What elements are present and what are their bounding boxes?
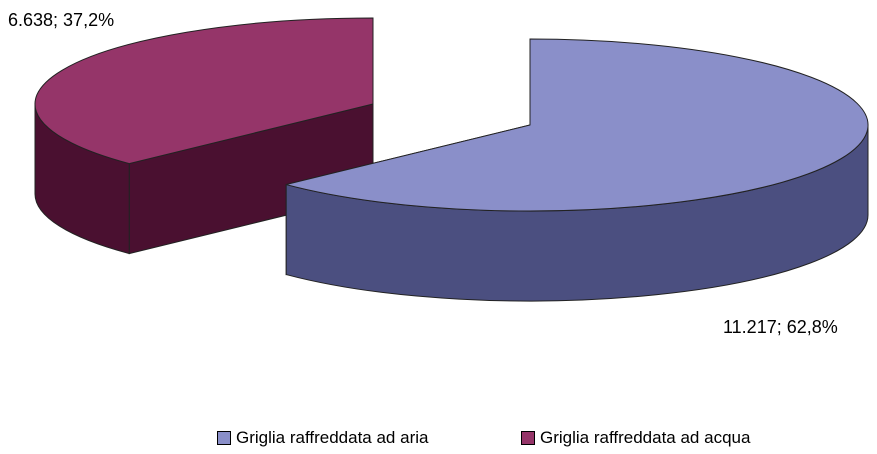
legend-swatch-aria bbox=[217, 431, 231, 445]
legend-swatch-acqua bbox=[521, 431, 535, 445]
legend: Griglia raffreddata ad aria Griglia raff… bbox=[0, 428, 877, 450]
legend-item-acqua: Griglia raffreddata ad acqua bbox=[521, 428, 750, 448]
data-label-acqua: 6.638; 37,2% bbox=[8, 10, 114, 30]
slice-top-aria bbox=[286, 38, 869, 212]
legend-label-acqua: Griglia raffreddata ad acqua bbox=[540, 428, 751, 447]
legend-label-aria: Griglia raffreddata ad aria bbox=[236, 428, 429, 447]
legend-item-aria: Griglia raffreddata ad aria bbox=[217, 428, 428, 448]
data-label-aria: 11.217; 62,8% bbox=[723, 317, 838, 337]
pie-slices bbox=[34, 17, 869, 302]
slice-top-acqua bbox=[34, 17, 374, 165]
